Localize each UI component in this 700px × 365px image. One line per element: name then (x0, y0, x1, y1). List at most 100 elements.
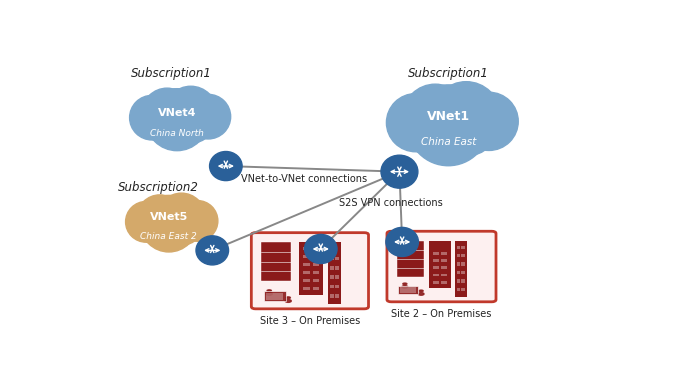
FancyBboxPatch shape (456, 246, 460, 249)
Text: VNet-to-VNet connections: VNet-to-VNet connections (241, 174, 368, 184)
FancyBboxPatch shape (456, 254, 460, 257)
Ellipse shape (460, 92, 518, 150)
FancyBboxPatch shape (261, 242, 291, 281)
Ellipse shape (381, 155, 418, 188)
Ellipse shape (286, 297, 290, 299)
FancyBboxPatch shape (330, 275, 334, 279)
Text: Subscription1: Subscription1 (408, 67, 489, 80)
FancyBboxPatch shape (335, 294, 339, 297)
FancyBboxPatch shape (335, 266, 339, 270)
FancyBboxPatch shape (330, 266, 334, 270)
FancyBboxPatch shape (312, 255, 319, 258)
FancyBboxPatch shape (461, 279, 465, 283)
FancyBboxPatch shape (302, 287, 309, 290)
Text: China East 2: China East 2 (141, 232, 197, 241)
FancyBboxPatch shape (461, 288, 465, 291)
Ellipse shape (402, 285, 407, 288)
Text: China East: China East (421, 137, 476, 147)
Ellipse shape (432, 82, 500, 150)
FancyBboxPatch shape (335, 257, 339, 261)
FancyBboxPatch shape (387, 231, 496, 302)
Ellipse shape (125, 201, 167, 242)
Ellipse shape (186, 94, 231, 139)
Ellipse shape (402, 84, 468, 149)
Ellipse shape (137, 195, 183, 240)
Ellipse shape (402, 100, 458, 155)
FancyBboxPatch shape (441, 266, 447, 269)
Text: Site 2 – On Premises: Site 2 – On Premises (391, 310, 491, 319)
FancyBboxPatch shape (312, 279, 319, 282)
FancyBboxPatch shape (397, 241, 424, 277)
Text: Site 3 – On Premises: Site 3 – On Premises (260, 316, 360, 326)
Text: Subscription1: Subscription1 (131, 67, 212, 80)
Ellipse shape (266, 292, 272, 295)
FancyBboxPatch shape (302, 271, 309, 274)
Ellipse shape (304, 234, 337, 264)
Ellipse shape (441, 100, 496, 155)
FancyBboxPatch shape (456, 279, 460, 283)
FancyBboxPatch shape (455, 241, 467, 297)
Ellipse shape (285, 300, 291, 302)
Ellipse shape (196, 236, 228, 265)
FancyBboxPatch shape (398, 285, 418, 294)
Ellipse shape (141, 195, 197, 252)
Text: VNet4: VNet4 (158, 108, 196, 118)
FancyBboxPatch shape (302, 247, 309, 250)
FancyBboxPatch shape (456, 271, 460, 274)
FancyBboxPatch shape (441, 281, 447, 284)
FancyBboxPatch shape (330, 285, 334, 288)
Text: VNet5: VNet5 (150, 212, 188, 223)
FancyBboxPatch shape (251, 233, 368, 309)
FancyBboxPatch shape (330, 257, 334, 261)
FancyBboxPatch shape (461, 246, 465, 249)
FancyBboxPatch shape (461, 262, 465, 266)
FancyBboxPatch shape (335, 275, 339, 279)
FancyBboxPatch shape (461, 254, 465, 257)
FancyBboxPatch shape (335, 285, 339, 288)
Ellipse shape (386, 93, 445, 152)
Ellipse shape (419, 290, 424, 292)
Ellipse shape (172, 101, 214, 143)
FancyBboxPatch shape (264, 291, 286, 301)
FancyBboxPatch shape (299, 242, 323, 295)
Ellipse shape (158, 193, 205, 241)
Text: VNet1: VNet1 (427, 110, 470, 123)
FancyBboxPatch shape (312, 263, 319, 266)
FancyBboxPatch shape (312, 247, 319, 250)
FancyBboxPatch shape (433, 273, 439, 276)
FancyBboxPatch shape (429, 241, 451, 288)
Ellipse shape (164, 206, 202, 245)
Text: S2S VPN connections: S2S VPN connections (340, 197, 443, 208)
Text: China North: China North (150, 129, 204, 138)
FancyBboxPatch shape (456, 262, 460, 266)
FancyBboxPatch shape (433, 266, 439, 269)
FancyBboxPatch shape (433, 259, 439, 262)
Ellipse shape (142, 100, 185, 142)
FancyBboxPatch shape (330, 294, 334, 297)
FancyBboxPatch shape (441, 252, 447, 255)
FancyBboxPatch shape (441, 259, 447, 262)
FancyBboxPatch shape (433, 281, 439, 284)
FancyBboxPatch shape (302, 263, 309, 266)
FancyBboxPatch shape (312, 287, 319, 290)
FancyBboxPatch shape (328, 242, 342, 304)
FancyBboxPatch shape (302, 279, 309, 282)
FancyBboxPatch shape (302, 255, 309, 258)
FancyBboxPatch shape (312, 271, 319, 274)
FancyBboxPatch shape (441, 273, 447, 276)
FancyBboxPatch shape (456, 288, 460, 291)
Ellipse shape (419, 293, 424, 295)
Ellipse shape (402, 283, 407, 285)
Ellipse shape (164, 86, 217, 138)
FancyBboxPatch shape (400, 287, 416, 293)
Ellipse shape (137, 206, 176, 245)
Ellipse shape (267, 290, 272, 292)
Ellipse shape (209, 151, 242, 181)
Ellipse shape (177, 200, 218, 241)
Ellipse shape (146, 89, 208, 151)
Ellipse shape (407, 85, 489, 166)
FancyBboxPatch shape (461, 271, 465, 274)
FancyBboxPatch shape (266, 293, 284, 300)
Ellipse shape (142, 88, 192, 138)
Ellipse shape (386, 227, 419, 257)
